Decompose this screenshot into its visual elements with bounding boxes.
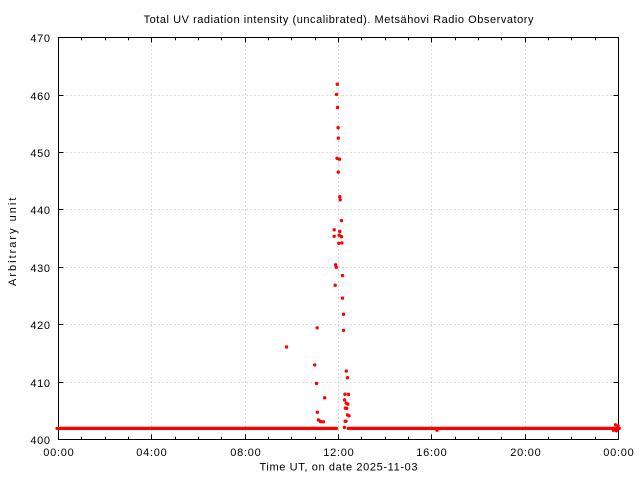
svg-text:Arbitrary unit: Arbitrary unit <box>7 196 19 286</box>
svg-text:460: 460 <box>30 91 50 103</box>
svg-text:430: 430 <box>30 263 50 275</box>
svg-text:04:00: 04:00 <box>136 447 167 459</box>
svg-text:420: 420 <box>30 320 50 332</box>
svg-text:470: 470 <box>30 33 50 45</box>
svg-text:450: 450 <box>30 148 50 160</box>
svg-text:Time UT, on date 2025-11-03: Time UT, on date 2025-11-03 <box>259 462 418 474</box>
svg-text:Total UV radiation intensity (: Total UV radiation intensity (uncalibrat… <box>144 14 534 26</box>
svg-text:00:00: 00:00 <box>43 447 74 459</box>
svg-text:400: 400 <box>30 435 50 447</box>
svg-text:20:00: 20:00 <box>510 447 541 459</box>
svg-text:16:00: 16:00 <box>416 447 447 459</box>
svg-text:08:00: 08:00 <box>230 447 261 459</box>
svg-text:410: 410 <box>30 378 50 390</box>
svg-text:12:00: 12:00 <box>323 447 354 459</box>
svg-text:440: 440 <box>30 205 50 217</box>
svg-text:00:00: 00:00 <box>603 447 634 459</box>
